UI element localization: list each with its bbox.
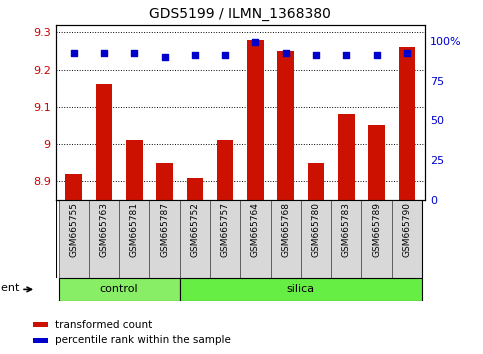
Bar	[89, 200, 119, 278]
Point	[373, 52, 381, 58]
Text: GSM665763: GSM665763	[99, 202, 109, 257]
Point	[161, 54, 169, 59]
Text: percentile rank within the sample: percentile rank within the sample	[55, 335, 230, 346]
Text: silica: silica	[287, 284, 315, 295]
Bar	[270, 200, 301, 278]
Bar	[186, 178, 203, 200]
Bar	[247, 40, 264, 200]
Text: GSM665780: GSM665780	[312, 202, 321, 257]
Text: control: control	[100, 284, 139, 295]
Text: GSM665790: GSM665790	[402, 202, 412, 257]
Text: transformed count: transformed count	[55, 320, 152, 330]
Bar	[180, 200, 210, 278]
Point	[100, 51, 108, 56]
Bar	[301, 200, 331, 278]
Text: GSM665783: GSM665783	[342, 202, 351, 257]
Point	[403, 51, 411, 56]
Text: GSM665787: GSM665787	[160, 202, 169, 257]
Bar	[277, 51, 294, 200]
Text: GSM665755: GSM665755	[69, 202, 78, 257]
Point	[70, 51, 78, 56]
Text: agent: agent	[0, 283, 19, 293]
Bar	[119, 200, 149, 278]
Bar	[96, 85, 113, 200]
Bar	[361, 200, 392, 278]
Text: GSM665768: GSM665768	[281, 202, 290, 257]
Bar	[33, 322, 48, 327]
Point	[221, 52, 229, 58]
Bar	[156, 163, 173, 200]
Text: GSM665752: GSM665752	[190, 202, 199, 257]
Bar	[126, 140, 142, 200]
Text: GSM665781: GSM665781	[130, 202, 139, 257]
Point	[312, 52, 320, 58]
Bar	[58, 278, 180, 301]
Point	[191, 52, 199, 58]
Text: GSM665789: GSM665789	[372, 202, 381, 257]
Bar	[308, 163, 325, 200]
Bar	[217, 140, 233, 200]
Point	[252, 40, 259, 45]
Bar	[65, 174, 82, 200]
Bar	[58, 200, 89, 278]
Bar	[398, 47, 415, 200]
Bar	[241, 200, 270, 278]
Bar	[180, 278, 422, 301]
Point	[342, 52, 350, 58]
Bar	[149, 200, 180, 278]
Text: GSM665764: GSM665764	[251, 202, 260, 257]
Text: GSM665757: GSM665757	[221, 202, 229, 257]
Bar	[368, 125, 385, 200]
Bar	[338, 114, 355, 200]
Bar	[392, 200, 422, 278]
Bar	[33, 338, 48, 343]
Bar	[210, 200, 241, 278]
Bar	[331, 200, 361, 278]
Title: GDS5199 / ILMN_1368380: GDS5199 / ILMN_1368380	[149, 7, 331, 21]
Point	[282, 51, 290, 56]
Point	[130, 51, 138, 56]
